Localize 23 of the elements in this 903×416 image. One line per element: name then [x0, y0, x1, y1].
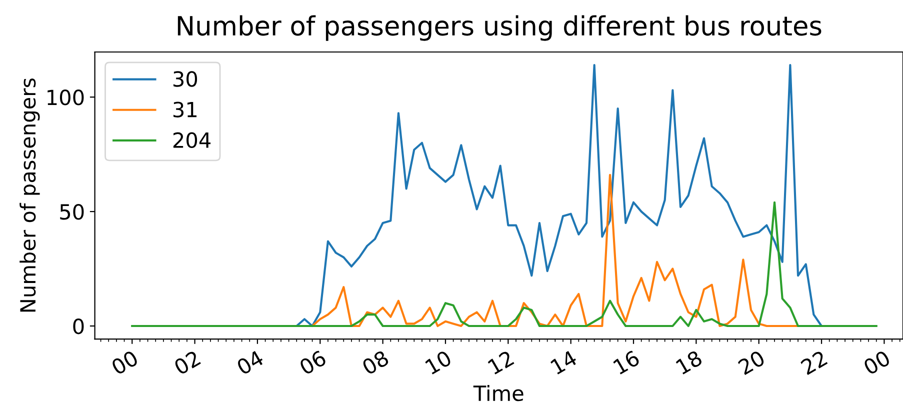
legend-label: 31	[173, 102, 196, 118]
x-tick-label: 00	[110, 350, 139, 376]
y-tick-label: 0	[73, 318, 84, 334]
x-tick-label: 20	[737, 350, 766, 376]
x-tick-label: 04	[236, 350, 265, 376]
x-tick-label: 22	[800, 350, 828, 375]
chart-title: Number of passengers using different bus routes	[178, 15, 822, 41]
x-axis-title: Time	[473, 385, 524, 402]
legend-label: 204	[173, 132, 210, 148]
x-tick-label: 18	[675, 350, 704, 375]
x-tick-label: 06	[298, 350, 328, 376]
x-tick-label: 00	[862, 350, 892, 376]
x-tick-label: 14	[550, 350, 578, 375]
x-tick-label: 02	[173, 350, 202, 376]
x-tick-label: 16	[612, 350, 640, 375]
legend-label: 30	[173, 71, 198, 87]
x-tick-label: 08	[361, 350, 390, 376]
x-tick-label: 10	[424, 350, 452, 375]
x-tick-label: 12	[487, 350, 514, 375]
y-tick-label: 50	[60, 204, 84, 220]
y-tick-label: 100	[48, 90, 84, 106]
y-axis-title: Number of passengers	[20, 78, 40, 312]
line-series	[131, 201, 878, 328]
